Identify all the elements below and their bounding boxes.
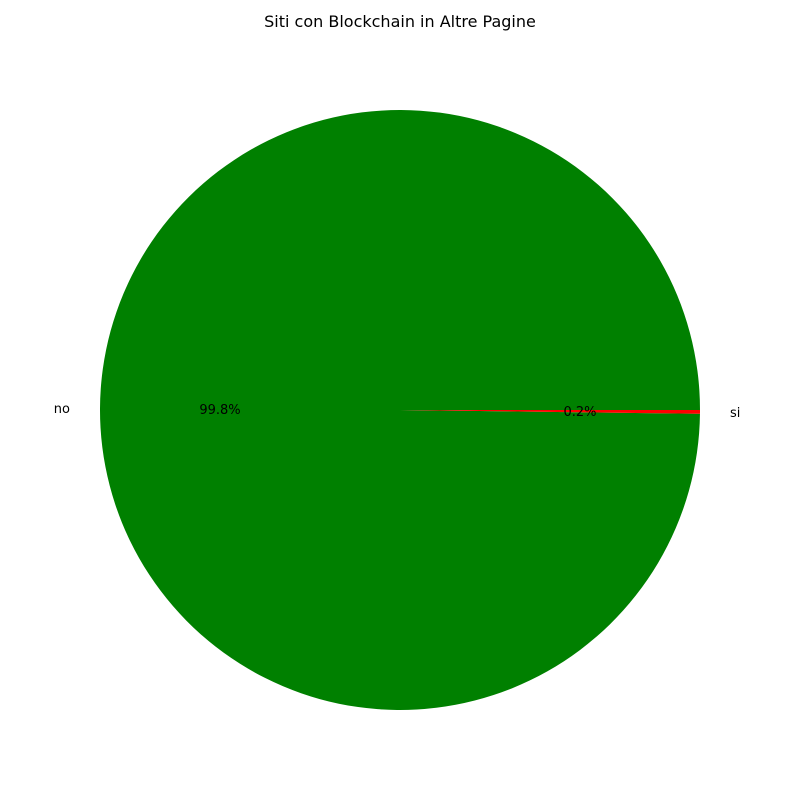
pie-slice-no (100, 109, 701, 710)
chart-title: Siti con Blockchain in Altre Pagine (264, 12, 536, 31)
pie-slice-si (400, 410, 700, 414)
slice-percent-si: 0.2% (563, 405, 596, 420)
slice-label-no: no (54, 402, 70, 417)
slice-label-si: si (730, 406, 740, 421)
slice-percent-no: 99.8% (199, 403, 240, 418)
pie-labels: no 99.8% si 0.2% (54, 402, 741, 421)
pie-slices (100, 109, 701, 710)
